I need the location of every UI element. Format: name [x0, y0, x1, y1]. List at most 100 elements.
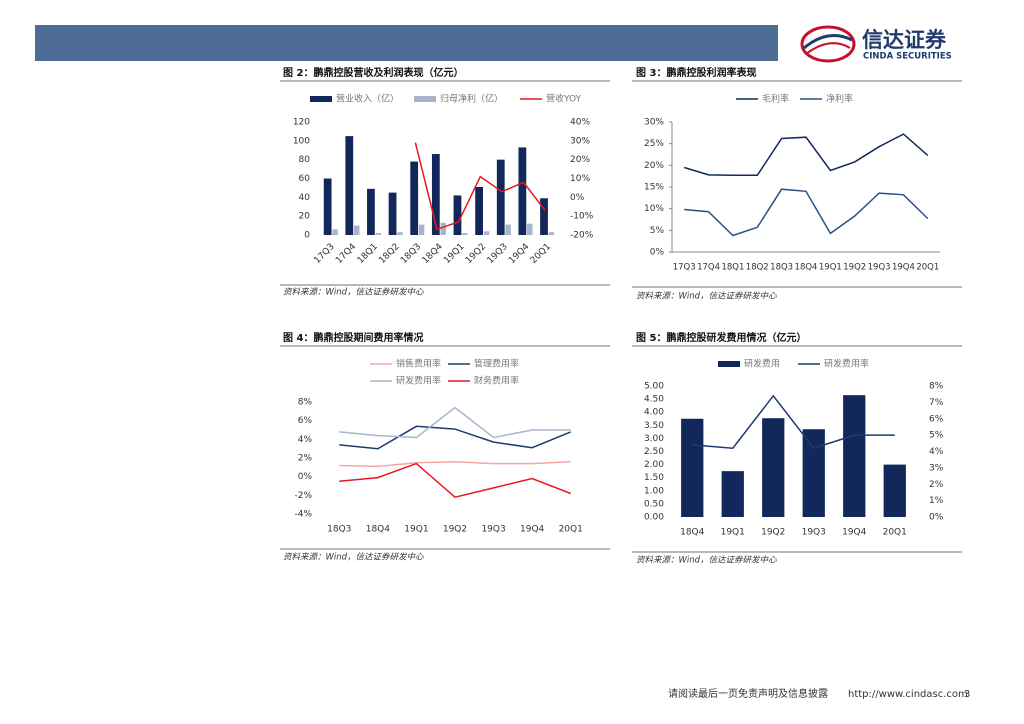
legend-label: 净利率: [826, 93, 853, 105]
y2-tick-label: 0%: [929, 513, 944, 523]
bar: [462, 233, 468, 235]
bar: [483, 231, 490, 235]
x-tick-label: 17Q4: [697, 263, 720, 273]
y-tick-label: 40: [299, 193, 311, 203]
y-tick-label: 4.00: [644, 408, 664, 418]
x-tick-label: 19Q3: [868, 263, 891, 273]
legend-label: 营业收入（亿）: [336, 93, 399, 105]
y-tick-label: 4%: [298, 435, 313, 445]
bar: [367, 188, 375, 235]
y2-tick-label: 8%: [929, 382, 944, 392]
y-tick-label: 1.50: [644, 473, 664, 483]
y2-tick-label: 3%: [929, 463, 944, 473]
bar: [345, 136, 354, 235]
source-note: 资料来源：Wind，信达证券研发中心: [636, 555, 777, 566]
line-series: [339, 460, 571, 468]
x-tick-label: 19Q1: [442, 242, 466, 266]
legend-label: 销售费用率: [396, 358, 441, 370]
x-tick-label: 20Q1: [916, 263, 939, 273]
figure-caption: 图 4：鹏鼎控股期间费用率情况: [283, 331, 423, 344]
legend-label: 研发费用率: [396, 375, 441, 387]
y2-tick-label: 10%: [570, 174, 590, 184]
y-tick-label: 8%: [298, 398, 313, 408]
x-tick-label: 19Q1: [721, 528, 745, 538]
rules: [280, 80, 962, 553]
y-tick-label: 5.00: [644, 382, 664, 392]
bar: [397, 232, 403, 235]
legend-label: 研发费用: [744, 358, 780, 370]
x-tick-label: 18Q2: [746, 263, 769, 273]
bar: [440, 222, 446, 235]
y-tick-label: 20%: [644, 161, 664, 171]
y2-tick-label: 40%: [570, 118, 590, 128]
x-tick-label: 19Q2: [443, 525, 467, 535]
bar: [453, 195, 462, 235]
bar: [802, 429, 825, 517]
y2-tick-label: 1%: [929, 496, 944, 506]
bar: [375, 233, 382, 235]
y-tick-label: 2%: [298, 454, 313, 464]
line-series: [692, 394, 895, 450]
x-tick-label: 18Q3: [770, 263, 793, 273]
x-tick-label: 20Q1: [883, 528, 907, 538]
y-tick-label: 6%: [298, 416, 313, 426]
x-tick-label: 18Q3: [327, 525, 351, 535]
legend-swatch: [718, 361, 740, 367]
bar: [721, 471, 744, 517]
y2-tick-label: -10%: [570, 212, 594, 222]
y-tick-label: 120: [293, 118, 310, 128]
y-tick-label: 10%: [644, 204, 664, 214]
x-tick-label: 19Q3: [481, 525, 505, 535]
y-tick-label: -4%: [294, 510, 312, 520]
line-series: [339, 462, 571, 499]
bar: [762, 418, 785, 517]
y2-tick-label: 4%: [929, 447, 944, 457]
y-tick-label: 3.50: [644, 421, 664, 431]
line-series: [684, 188, 929, 237]
y-tick-label: 0%: [298, 472, 313, 482]
y-tick-label: 60: [299, 174, 311, 184]
y2-tick-label: -20%: [570, 231, 594, 241]
footer-disclaimer: 请阅读最后一页免责声明及信息披露: [668, 687, 828, 700]
y-tick-label: 20: [299, 212, 311, 222]
y-tick-label: -2%: [294, 491, 312, 501]
logo-mark: [800, 25, 856, 63]
y2-tick-label: 20%: [570, 155, 590, 165]
y-tick-label: 30%: [644, 118, 664, 128]
x-tick-label: 19Q2: [843, 263, 866, 273]
x-tick-label: 19Q3: [486, 242, 510, 266]
y2-tick-label: 2%: [929, 480, 944, 490]
x-tick-label: 19Q4: [842, 528, 867, 538]
legend-label: 研发费用率: [824, 358, 869, 370]
bar: [883, 464, 906, 517]
legend-swatch: [414, 96, 436, 102]
y2-tick-label: 7%: [929, 398, 944, 408]
legend-label: 财务费用率: [474, 375, 519, 387]
bar: [410, 161, 419, 235]
bar: [496, 159, 505, 235]
bar: [475, 186, 483, 235]
y-tick-label: 80: [299, 155, 311, 165]
y-tick-label: 5%: [650, 226, 665, 236]
x-tick-label: 17Q4: [334, 242, 358, 266]
y2-tick-label: 0%: [570, 193, 585, 203]
x-tick-label: 20Q1: [559, 525, 583, 535]
x-tick-label: 18Q4: [795, 263, 818, 273]
y-tick-label: 2.00: [644, 460, 664, 470]
bar: [843, 395, 866, 517]
header-band: [35, 25, 778, 61]
x-tick-label: 18Q4: [680, 528, 705, 538]
y-tick-label: 15%: [644, 183, 664, 193]
y-tick-label: 2.50: [644, 447, 664, 457]
x-tick-label: 17Q3: [312, 242, 336, 266]
legend-label: 归母净利（亿）: [440, 93, 503, 105]
logo-cn: 信达证券: [862, 28, 947, 52]
footer-page: 3: [964, 689, 970, 700]
x-tick-label: 19Q3: [802, 528, 826, 538]
source-note: 资料来源：Wind，信达证券研发中心: [636, 291, 777, 302]
legend-label: 管理费用率: [474, 358, 519, 370]
y-tick-label: 1.00: [644, 486, 664, 496]
y2-tick-label: 30%: [570, 136, 590, 146]
